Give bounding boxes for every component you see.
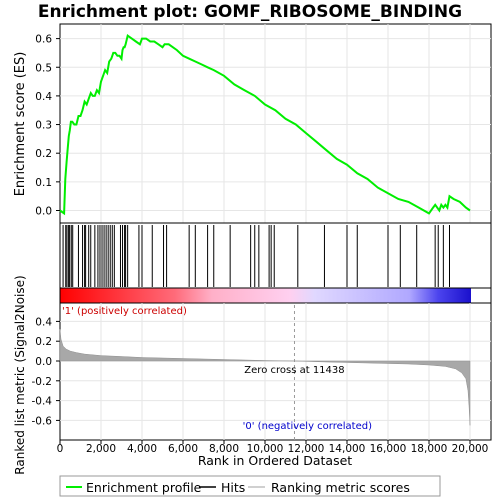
x-tick-label: 20,000 (452, 443, 489, 455)
ranking-metric-area (59, 329, 471, 426)
es-panel-frame (59, 23, 492, 224)
legend-label-hits: Hits (221, 480, 245, 495)
es-ytick-label: 0.3 (35, 120, 52, 132)
metric-ytick-label: -0.6 (32, 415, 53, 427)
x-tick-label: 6,000 (168, 443, 198, 455)
x-tick-label: 18,000 (411, 443, 448, 455)
es-ytick-label: 0.4 (35, 91, 52, 103)
zero-cross-label: Zero cross at 11438 (244, 365, 344, 376)
legend-box (59, 475, 441, 497)
metric-axis-label: Ranked list metric (Signal2Noise) (13, 275, 27, 474)
metric-ytick-label: 0.0 (35, 356, 52, 368)
es-axis-label: Enrichment score (ES) (13, 52, 28, 197)
es-ytick-label: 0.1 (35, 177, 52, 189)
metric-ytick-label: 0.2 (35, 336, 52, 348)
legend-label-enrichment: Enrichment profile (86, 480, 202, 495)
negative-correlation-label: '0' (negatively correlated) (243, 421, 372, 432)
x-tick-label: 2,000 (86, 443, 116, 455)
x-tick-label: 10,000 (247, 443, 284, 455)
x-tick-label: 4,000 (127, 443, 157, 455)
positive-correlation-label: '1' (positively correlated) (62, 306, 187, 317)
es-ytick-label: 0.0 (35, 206, 52, 218)
enrichment-profile-line (59, 34, 471, 216)
x-tick-label: 0 (57, 443, 64, 455)
x-tick-label: 12,000 (288, 443, 325, 455)
x-tick-label: 8,000 (209, 443, 239, 455)
metric-ytick-label: 0.4 (35, 316, 52, 328)
x-tick-label: 16,000 (370, 443, 407, 455)
hits-panel-frame (59, 222, 492, 289)
es-ytick-label: 0.2 (35, 148, 52, 160)
x-axis-label: Rank in Ordered Dataset (198, 453, 352, 468)
rank-color-bar (60, 288, 471, 303)
es-ytick-label: 0.5 (35, 62, 52, 74)
legend-label-metric: Ranking metric scores (271, 480, 410, 495)
metric-ytick-label: -0.2 (32, 376, 53, 388)
x-tick-label: 14,000 (329, 443, 366, 455)
chart-title: Enrichment plot: GOMF_RIBOSOME_BINDING (38, 2, 462, 22)
metric-ytick-label: -0.4 (32, 396, 53, 408)
es-ytick-label: 0.6 (35, 34, 52, 46)
metric-panel-frame (59, 302, 492, 441)
